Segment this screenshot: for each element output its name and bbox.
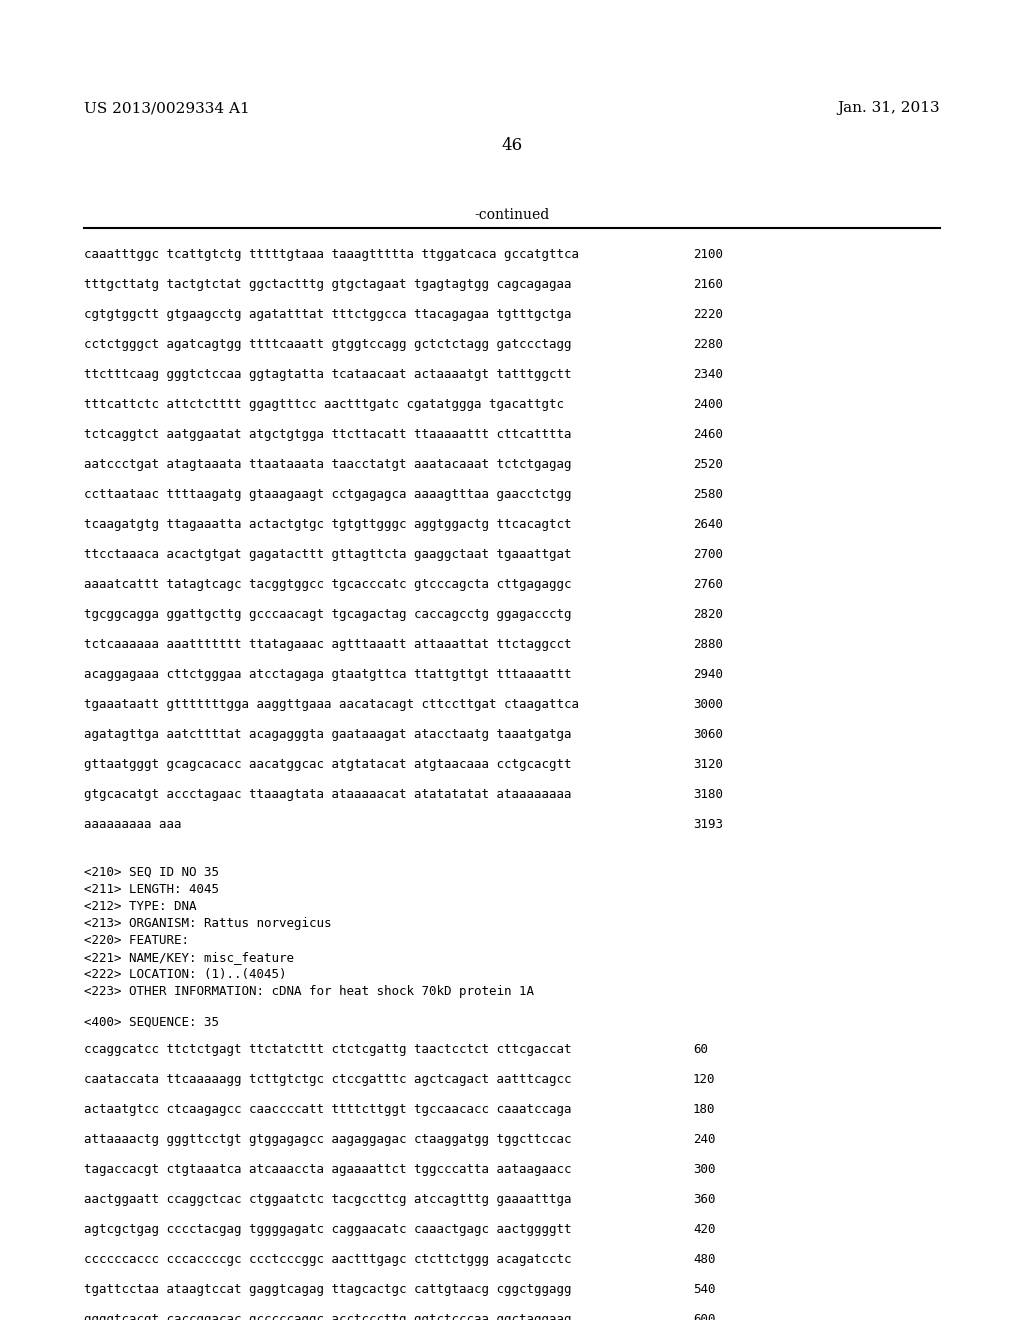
Text: cctctgggct agatcagtgg ttttcaaatt gtggtccagg gctctctagg gatccctagg: cctctgggct agatcagtgg ttttcaaatt gtggtcc… — [84, 338, 571, 351]
Text: <212> TYPE: DNA: <212> TYPE: DNA — [84, 900, 197, 913]
Text: acaggagaaa cttctgggaa atcctagaga gtaatgttca ttattgttgt tttaaaattt: acaggagaaa cttctgggaa atcctagaga gtaatgt… — [84, 668, 571, 681]
Text: 2640: 2640 — [693, 517, 723, 531]
Text: <221> NAME/KEY: misc_feature: <221> NAME/KEY: misc_feature — [84, 950, 294, 964]
Text: <213> ORGANISM: Rattus norvegicus: <213> ORGANISM: Rattus norvegicus — [84, 917, 332, 931]
Text: ttctttcaag gggtctccaa ggtagtatta tcataacaat actaaaatgt tatttggctt: ttctttcaag gggtctccaa ggtagtatta tcataac… — [84, 368, 571, 381]
Text: caataccata ttcaaaaagg tcttgtctgc ctccgatttc agctcagact aatttcagcc: caataccata ttcaaaaagg tcttgtctgc ctccgat… — [84, 1073, 571, 1085]
Text: ccaggcatcc ttctctgagt ttctatcttt ctctcgattg taactcctct cttcgaccat: ccaggcatcc ttctctgagt ttctatcttt ctctcga… — [84, 1043, 571, 1056]
Text: 2160: 2160 — [693, 279, 723, 290]
Text: tctcaggtct aatggaatat atgctgtgga ttcttacatt ttaaaaattt cttcatttta: tctcaggtct aatggaatat atgctgtgga ttcttac… — [84, 428, 571, 441]
Text: 2460: 2460 — [693, 428, 723, 441]
Text: 2100: 2100 — [693, 248, 723, 261]
Text: 2940: 2940 — [693, 668, 723, 681]
Text: ttcctaaaca acactgtgat gagatacttt gttagttcta gaaggctaat tgaaattgat: ttcctaaaca acactgtgat gagatacttt gttagtt… — [84, 548, 571, 561]
Text: 240: 240 — [693, 1133, 716, 1146]
Text: gtgcacatgt accctagaac ttaaagtata ataaaaacat atatatatat ataaaaaaaa: gtgcacatgt accctagaac ttaaagtata ataaaaa… — [84, 788, 571, 801]
Text: ggggtcacgt caccggacac gcccccaggc acctcccttg ggtctcccaa ggctaggaag: ggggtcacgt caccggacac gcccccaggc acctccc… — [84, 1312, 571, 1320]
Text: agtcgctgag cccctacgag tggggagatc caggaacatc caaactgagc aactggggtt: agtcgctgag cccctacgag tggggagatc caggaac… — [84, 1222, 571, 1236]
Text: tgaaataatt gtttttttgga aaggttgaaa aacatacagt cttccttgat ctaagattca: tgaaataatt gtttttttgga aaggttgaaa aacata… — [84, 698, 579, 711]
Text: cgtgtggctt gtgaagcctg agatatttat tttctggcca ttacagagaa tgtttgctga: cgtgtggctt gtgaagcctg agatatttat tttctgg… — [84, 308, 571, 321]
Text: Jan. 31, 2013: Jan. 31, 2013 — [838, 102, 940, 115]
Text: 120: 120 — [693, 1073, 716, 1085]
Text: 3120: 3120 — [693, 758, 723, 771]
Text: 480: 480 — [693, 1253, 716, 1266]
Text: tgattcctaa ataagtccat gaggtcagag ttagcactgc cattgtaacg cggctggagg: tgattcctaa ataagtccat gaggtcagag ttagcac… — [84, 1283, 571, 1296]
Text: <220> FEATURE:: <220> FEATURE: — [84, 935, 189, 946]
Text: aatccctgat atagtaaata ttaataaata taacctatgt aaatacaaat tctctgagag: aatccctgat atagtaaata ttaataaata taaccta… — [84, 458, 571, 471]
Text: tcaagatgtg ttagaaatta actactgtgc tgtgttgggc aggtggactg ttcacagtct: tcaagatgtg ttagaaatta actactgtgc tgtgttg… — [84, 517, 571, 531]
Text: 180: 180 — [693, 1102, 716, 1115]
Text: 2520: 2520 — [693, 458, 723, 471]
Text: aaaatcattt tatagtcagc tacggtggcc tgcacccatc gtcccagcta cttgagaggc: aaaatcattt tatagtcagc tacggtggcc tgcaccc… — [84, 578, 571, 591]
Text: 600: 600 — [693, 1312, 716, 1320]
Text: US 2013/0029334 A1: US 2013/0029334 A1 — [84, 102, 250, 115]
Text: ccttaataac ttttaagatg gtaaagaagt cctgagagca aaaagtttaa gaacctctgg: ccttaataac ttttaagatg gtaaagaagt cctgaga… — [84, 488, 571, 502]
Text: 2580: 2580 — [693, 488, 723, 502]
Text: 46: 46 — [502, 136, 522, 153]
Text: tgcggcagga ggattgcttg gcccaacagt tgcagactag caccagcctg ggagaccctg: tgcggcagga ggattgcttg gcccaacagt tgcagac… — [84, 609, 571, 620]
Text: gttaatgggt gcagcacacc aacatggcac atgtatacat atgtaacaaa cctgcacgtt: gttaatgggt gcagcacacc aacatggcac atgtata… — [84, 758, 571, 771]
Text: attaaaactg gggttcctgt gtggagagcc aagaggagac ctaaggatgg tggcttccac: attaaaactg gggttcctgt gtggagagcc aagagga… — [84, 1133, 571, 1146]
Text: <222> LOCATION: (1)..(4045): <222> LOCATION: (1)..(4045) — [84, 968, 287, 981]
Text: 2340: 2340 — [693, 368, 723, 381]
Text: <223> OTHER INFORMATION: cDNA for heat shock 70kD protein 1A: <223> OTHER INFORMATION: cDNA for heat s… — [84, 985, 534, 998]
Text: 2220: 2220 — [693, 308, 723, 321]
Text: -continued: -continued — [474, 209, 550, 222]
Text: aactggaatt ccaggctcac ctggaatctc tacgccttcg atccagtttg gaaaatttga: aactggaatt ccaggctcac ctggaatctc tacgcct… — [84, 1192, 571, 1205]
Text: ccccccaccc cccaccccgc ccctcccggc aactttgagc ctcttctggg acagatcctc: ccccccaccc cccaccccgc ccctcccggc aactttg… — [84, 1253, 571, 1266]
Text: 360: 360 — [693, 1192, 716, 1205]
Text: caaatttggc tcattgtctg tttttgtaaa taaagttttta ttggatcaca gccatgttca: caaatttggc tcattgtctg tttttgtaaa taaagtt… — [84, 248, 579, 261]
Text: 540: 540 — [693, 1283, 716, 1296]
Text: 300: 300 — [693, 1163, 716, 1176]
Text: 3000: 3000 — [693, 698, 723, 711]
Text: aaaaaaaaa aaa: aaaaaaaaa aaa — [84, 818, 181, 832]
Text: 420: 420 — [693, 1222, 716, 1236]
Text: 2700: 2700 — [693, 548, 723, 561]
Text: actaatgtcc ctcaagagcc caaccccatt ttttcttggt tgccaacacc caaatccaga: actaatgtcc ctcaagagcc caaccccatt ttttctt… — [84, 1102, 571, 1115]
Text: tttcattctc attctctttt ggagtttcc aactttgatc cgatatggga tgacattgtc: tttcattctc attctctttt ggagtttcc aactttga… — [84, 399, 564, 411]
Text: tctcaaaaaa aaattttttt ttatagaaac agtttaaatt attaaattat ttctaggcct: tctcaaaaaa aaattttttt ttatagaaac agtttaa… — [84, 638, 571, 651]
Text: <210> SEQ ID NO 35: <210> SEQ ID NO 35 — [84, 866, 219, 879]
Text: tttgcttatg tactgtctat ggctactttg gtgctagaat tgagtagtgg cagcagagaa: tttgcttatg tactgtctat ggctactttg gtgctag… — [84, 279, 571, 290]
Text: 2400: 2400 — [693, 399, 723, 411]
Text: 60: 60 — [693, 1043, 708, 1056]
Text: agatagttga aatcttttat acagagggta gaataaagat atacctaatg taaatgatga: agatagttga aatcttttat acagagggta gaataaa… — [84, 729, 571, 741]
Text: 3180: 3180 — [693, 788, 723, 801]
Text: tagaccacgt ctgtaaatca atcaaaccta agaaaattct tggcccatta aataagaacc: tagaccacgt ctgtaaatca atcaaaccta agaaaat… — [84, 1163, 571, 1176]
Text: 2280: 2280 — [693, 338, 723, 351]
Text: 3193: 3193 — [693, 818, 723, 832]
Text: <211> LENGTH: 4045: <211> LENGTH: 4045 — [84, 883, 219, 896]
Text: 3060: 3060 — [693, 729, 723, 741]
Text: 2820: 2820 — [693, 609, 723, 620]
Text: <400> SEQUENCE: 35: <400> SEQUENCE: 35 — [84, 1015, 219, 1028]
Text: 2760: 2760 — [693, 578, 723, 591]
Text: 2880: 2880 — [693, 638, 723, 651]
